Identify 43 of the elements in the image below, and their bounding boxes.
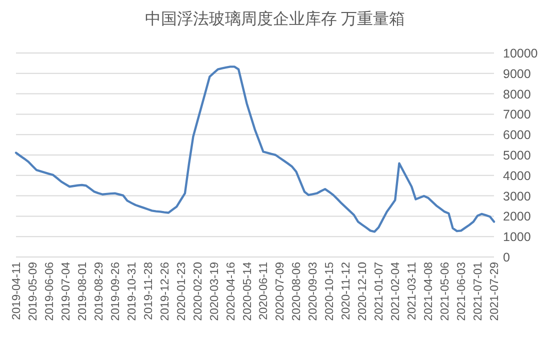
x-tick-label: 2019-10-31 bbox=[126, 262, 138, 321]
x-tick-label: 2020-01-23 bbox=[176, 262, 188, 321]
x-tick-label: 2019-07-04 bbox=[60, 261, 72, 321]
y-tick-label: 3000 bbox=[503, 189, 531, 204]
y-tick-label: 2000 bbox=[503, 210, 531, 224]
x-tick-label: 2021-05-06 bbox=[440, 262, 452, 321]
x-tick-label: 2020-06-11 bbox=[258, 262, 270, 320]
x-tick-label: 2019-11-28 bbox=[142, 262, 155, 320]
x-tick-label: 2020-09-03 bbox=[308, 262, 320, 321]
y-tick-label: 10000 bbox=[503, 46, 538, 60]
x-tick-label: 2021-01-07 bbox=[374, 262, 386, 321]
x-tick-label: 2021-04-08 bbox=[423, 262, 436, 321]
x-tick-label: 2019-08-29 bbox=[93, 262, 106, 321]
x-tick-label: 2021-06-03 bbox=[456, 262, 468, 321]
x-tick-label: 2019-05-09 bbox=[27, 262, 40, 321]
y-tick-label: 8000 bbox=[503, 87, 531, 102]
x-tick-label: 2021-07-01 bbox=[472, 262, 485, 321]
x-tick-label: 2020-10-15 bbox=[324, 262, 336, 321]
y-tick-label: 5000 bbox=[503, 148, 531, 162]
x-tick-label: 2020-02-20 bbox=[192, 262, 204, 321]
x-tick-label: 2019-09-26 bbox=[110, 262, 122, 321]
x-tick-label: 2020-12-10 bbox=[357, 262, 370, 321]
x-tick-label: 2021-03-11 bbox=[406, 262, 419, 320]
x-tick-label: 2020-03-19 bbox=[208, 262, 221, 321]
x-tick-label: 2020-11-12 bbox=[340, 262, 353, 320]
line-series bbox=[14, 66, 496, 233]
chart-title: 中国浮法玻璃周度企业库存 万重量箱 bbox=[144, 10, 406, 28]
x-tick-label: 2020-07-09 bbox=[274, 262, 287, 321]
y-tick-label: 7000 bbox=[503, 108, 531, 122]
x-tick-label: 2019-04-11 bbox=[11, 262, 23, 320]
y-tick-label: 4000 bbox=[503, 168, 531, 183]
y-tick-label: 0 bbox=[503, 250, 510, 264]
x-tick-label: 2019-12-26 bbox=[159, 262, 172, 321]
x-tick-label: 2020-05-14 bbox=[242, 261, 254, 321]
x-tick-label: 2019-08-01 bbox=[76, 262, 89, 321]
y-tick-label: 9000 bbox=[503, 66, 531, 81]
x-tick-label: 2021-07-29 bbox=[489, 262, 501, 321]
y-tick-label: 1000 bbox=[503, 230, 531, 244]
x-tick-label: 2020-08-06 bbox=[291, 262, 304, 321]
y-tick-label: 6000 bbox=[503, 128, 531, 142]
x-tick-label: 2020-04-16 bbox=[225, 262, 238, 321]
x-tick-label: 2021-02-04 bbox=[390, 261, 402, 321]
x-tick-label: 2019-06-06 bbox=[44, 262, 56, 321]
